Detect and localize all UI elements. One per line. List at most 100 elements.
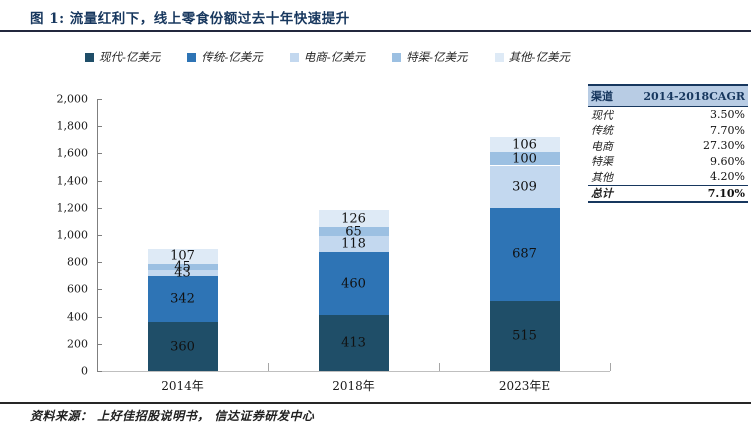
y-axis-label: 800	[67, 255, 88, 269]
legend-label: 传统-亿美元	[201, 50, 263, 64]
table-header-channel: 渠道	[591, 90, 613, 103]
y-axis-label: 1,000	[56, 228, 89, 242]
table-header-row: 渠道 2014-2018CAGR	[588, 86, 748, 107]
chart-legend: 现代-亿美元 传统-亿美元 电商-亿美元 特渠-亿美元 其他-亿美元	[85, 49, 570, 65]
table-cell-channel: 传统	[591, 124, 613, 138]
table-cell-cagr: 27.30%	[703, 139, 745, 153]
y-axis-tick	[97, 126, 102, 128]
legend-label: 其他-亿美元	[508, 50, 570, 64]
bar-value-label: 100	[512, 151, 537, 167]
table-cell-channel: 总计	[591, 187, 613, 201]
bar-segment	[147, 269, 218, 276]
legend-label: 现代-亿美元	[99, 50, 161, 64]
y-axis-tick	[97, 180, 102, 182]
bar-segment	[147, 249, 218, 264]
bar-segment	[318, 236, 389, 253]
y-axis-tick	[97, 207, 102, 209]
legend-swatch-icon	[289, 52, 299, 62]
legend-label: 电商-亿美元	[303, 50, 366, 64]
legend-item: 传统-亿美元	[187, 49, 263, 65]
table-cell-cagr: 7.70%	[710, 123, 745, 137]
x-axis-tick	[439, 363, 440, 371]
y-axis-tick	[97, 343, 102, 345]
table-cell-cagr: 7.10%	[707, 186, 745, 200]
bar-segment	[318, 210, 389, 228]
legend-label: 特渠-亿美元	[406, 50, 468, 64]
y-axis-label: 200	[67, 337, 88, 351]
bar-value-label: 118	[341, 236, 366, 252]
y-axis-tick	[97, 262, 102, 264]
footer-divider	[0, 402, 751, 404]
bar-value-label: 413	[341, 335, 366, 351]
bar-segment	[489, 137, 560, 152]
y-axis-tick	[97, 153, 102, 155]
legend-item: 其他-亿美元	[494, 49, 570, 65]
table-cell-channel: 特渠	[591, 155, 613, 169]
legend-swatch-icon	[85, 52, 94, 62]
x-axis-label: 2023年E	[498, 379, 551, 393]
bar-value-label: 107	[170, 248, 195, 264]
y-axis-label: 1,400	[56, 174, 89, 188]
bar-segment	[147, 263, 218, 270]
bar-value-label: 106	[512, 137, 537, 153]
y-axis-tick	[97, 235, 102, 236]
y-axis-label: 0	[81, 364, 88, 378]
y-axis-tick	[97, 371, 102, 372]
table-row: 特渠 9.60%	[588, 154, 748, 170]
table-cell-channel: 其他	[591, 170, 613, 184]
bar-segment	[318, 252, 389, 315]
bar-segment	[489, 300, 560, 371]
x-axis-label: 2018年	[332, 379, 375, 393]
bar-segment	[147, 275, 218, 323]
table-row: 总计 7.10%	[588, 184, 748, 202]
table-cell-channel: 电商	[591, 139, 613, 153]
y-axis-tick	[97, 99, 102, 100]
y-axis-tick	[97, 316, 102, 318]
table-row: 传统 7.70%	[588, 123, 748, 139]
figure-title: 图 1: 流量红利下，线上零食份额过去十年快速提升	[30, 11, 350, 27]
table-row: 电商 27.30%	[588, 138, 748, 154]
legend-swatch-icon	[392, 52, 402, 62]
bar-segment	[147, 322, 218, 371]
bar-segment	[489, 165, 560, 208]
bar-segment	[489, 151, 560, 166]
x-axis-label: 2014年	[161, 379, 204, 393]
y-axis-label: 400	[67, 310, 88, 324]
bar-value-label: 309	[512, 179, 537, 195]
y-axis-tick	[97, 289, 102, 291]
x-axis-tick	[268, 363, 269, 371]
y-axis-label: 1,200	[56, 201, 89, 215]
table-row: 现代 3.50%	[588, 107, 748, 123]
legend-item: 现代-亿美元	[85, 49, 160, 65]
bar-value-label: 687	[512, 246, 537, 262]
x-axis-tick	[610, 363, 611, 371]
bar-value-label: 515	[512, 328, 537, 344]
bar-value-label: 360	[170, 339, 195, 355]
title-divider	[0, 30, 751, 32]
legend-swatch-icon	[187, 52, 197, 62]
table-cell-cagr: 4.20%	[710, 170, 745, 184]
bar-value-label: 126	[341, 211, 366, 227]
bar-value-label: 65	[345, 224, 362, 240]
bar-value-label: 460	[341, 276, 366, 292]
source-note: 资料来源： 上好佳招股说明书， 信达证券研发中心	[30, 409, 315, 423]
table-row: 其他 4.20%	[588, 169, 748, 185]
legend-swatch-icon	[494, 52, 504, 62]
table-header-cagr: 2014-2018CAGR	[643, 89, 745, 103]
bar-value-label: 342	[170, 291, 195, 307]
x-axis-line	[97, 371, 610, 372]
bar-value-label: 43	[174, 265, 191, 281]
bar-segment	[489, 207, 560, 301]
legend-item: 特渠-亿美元	[392, 49, 468, 65]
legend-item: 电商-亿美元	[289, 49, 366, 65]
y-axis-label: 600	[67, 282, 88, 296]
y-axis-label: 1,600	[56, 146, 89, 160]
bar-segment	[318, 314, 389, 371]
cagr-table: 渠道 2014-2018CAGR 现代 3.50% 传统 7.70% 电商 27.30% 特渠 9…	[588, 84, 748, 203]
bar-value-label: 45	[174, 259, 191, 275]
table-cell-channel: 现代	[591, 108, 613, 122]
table-cell-cagr: 9.60%	[710, 154, 745, 168]
y-axis-label: 1,800	[56, 119, 89, 133]
